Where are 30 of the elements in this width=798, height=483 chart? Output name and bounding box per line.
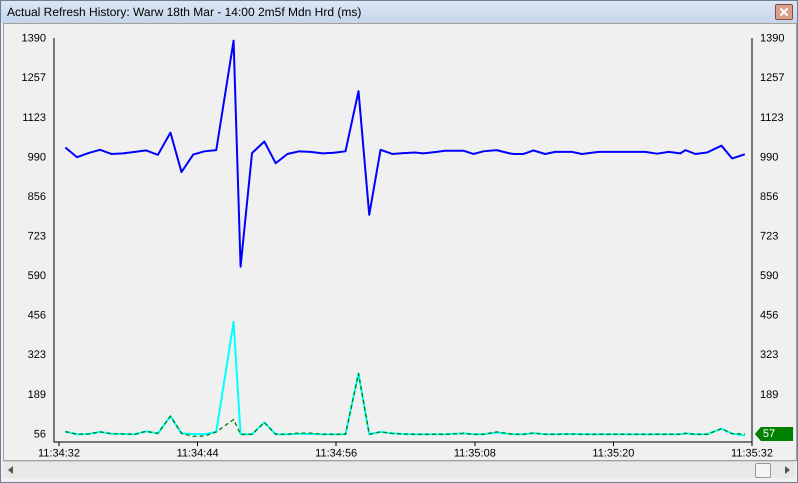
y-tick-label: 590 [28,270,46,282]
x-tick-label: 11:35:32 [730,448,774,460]
y-tick-label: 723 [28,230,46,242]
y-tick-label: 456 [28,310,46,322]
y-tick-label: 56 [34,428,46,440]
x-tick-label: 11:35:20 [592,448,634,460]
y2-tick-label: 990 [760,151,778,164]
x-tick-label: 11:34:44 [176,448,219,460]
y-tick-label: 1257 [22,72,46,84]
y2-tick-label: 723 [760,230,778,242]
x-tick-label: 11:35:08 [454,448,496,460]
y-tick-label: 990 [28,151,46,164]
line-series [64,372,746,438]
y-tick-label: 856 [28,191,46,204]
y-tick-label: 189 [28,388,46,401]
y2-tick-label: 1390 [760,32,784,45]
x-tick-label: 11:34:32 [38,448,80,460]
annotation: 57 [762,428,776,440]
y2-tick-label: 323 [760,349,778,362]
y2-tick-label: 1257 [760,72,784,84]
y-tick-label: 323 [28,349,46,362]
x-tick-label: 11:34:56 [315,448,358,460]
y-tick-label: 1390 [22,32,46,45]
y2-tick-label: 189 [760,388,778,401]
y2-tick-label: 856 [760,191,778,204]
y2-tick-label: 1123 [760,112,784,124]
y2-tick-label: 456 [760,310,778,322]
chart-title: Actual Refresh History: Warw 18th Mar - 14:00 2m5f Mdn Hrd (ms) [7,5,362,19]
y2-tick-label: 590 [760,270,778,282]
y-tick-label: 1123 [22,112,46,124]
